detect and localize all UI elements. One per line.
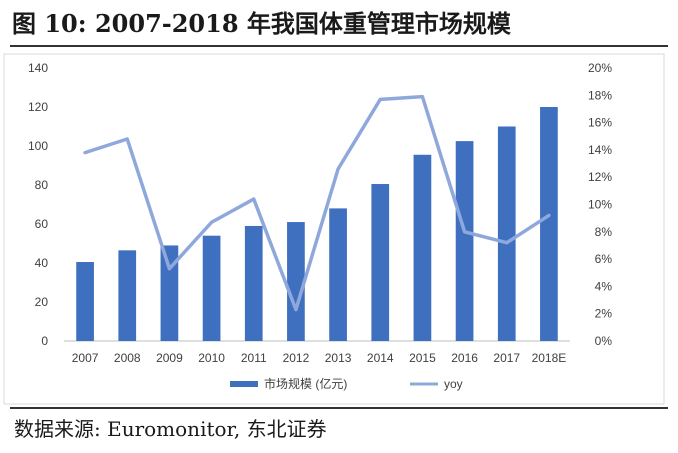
y-right-tick-label: 8% — [595, 225, 613, 239]
yoy-point-2017 — [505, 241, 509, 245]
bar-2012 — [287, 222, 305, 341]
x-tick-label: 2012 — [283, 351, 310, 365]
x-tick-label: 2017 — [493, 351, 520, 365]
x-tick-label: 2008 — [114, 351, 141, 365]
x-tick-label: 2010 — [198, 351, 225, 365]
yoy-point-2018E — [547, 213, 551, 217]
bar-2010 — [202, 235, 221, 341]
legend-label-bar: 市场规模 (亿元) — [264, 376, 347, 391]
chart: 0 20 40 60 80 100 120 140 0% 2% 4% 6% 8% 10% 12% 14% 16%… — [3, 53, 665, 405]
y-right-tick-label: 16% — [588, 116, 612, 130]
yoy-point-2008 — [125, 137, 129, 141]
yoy-point-2014 — [378, 97, 382, 101]
bar-2008 — [118, 250, 137, 341]
y-right-tick-label: 18% — [588, 88, 612, 102]
y-left-tick-label: 100 — [28, 139, 48, 153]
x-tick-label: 2007 — [72, 351, 99, 365]
bar-2017 — [497, 126, 516, 341]
legend-label-line: yoy — [444, 377, 463, 391]
x-tick-label: 2011 — [241, 351, 267, 365]
bar-2013 — [329, 208, 347, 341]
y-right-tick-label: 10% — [588, 198, 612, 212]
yoy-point-2013 — [336, 167, 340, 171]
y-right-tick-label: 12% — [588, 170, 612, 184]
figure-title: 图 10: 2007-2018 年我国体重管理市场规模 — [12, 9, 511, 38]
yoy-line — [83, 94, 551, 312]
y-left-tick-label: 0 — [41, 334, 48, 348]
y-right-tick-label: 0% — [595, 334, 613, 348]
y-right-tick-label: 2% — [595, 307, 613, 321]
yoy-point-2012 — [294, 308, 298, 312]
source-note: 数据来源: Euromonitor, 东北证券 — [14, 417, 327, 441]
yoy-point-2015 — [420, 95, 424, 99]
bar-2016 — [455, 141, 474, 341]
y-right-tick-label: 14% — [588, 143, 612, 157]
x-tick-label: 2009 — [156, 351, 183, 365]
y-right-tick-label: 4% — [595, 279, 613, 293]
yoy-point-2007 — [83, 151, 87, 155]
bar-2018E — [540, 107, 558, 341]
yoy-point-2011 — [252, 197, 256, 201]
plot-area: 0 20 40 60 80 100 120 140 0% 2% 4% 6% 8% 10% 12% 14% 16%… — [28, 61, 612, 365]
x-tick-label: 2015 — [409, 351, 436, 365]
y-left-tick-label: 140 — [28, 61, 48, 75]
bar-2009 — [160, 245, 179, 341]
legend: 市场规模 (亿元) yoy — [230, 376, 463, 391]
legend-swatch-bar — [230, 381, 258, 387]
x-tick-label: 2014 — [367, 351, 394, 365]
bottom-rule — [10, 407, 668, 409]
y-right-tick-label: 20% — [588, 61, 612, 75]
bar-2015 — [413, 154, 432, 341]
y-right-tick-label: 6% — [595, 252, 613, 266]
x-tick-label: 2016 — [451, 351, 478, 365]
x-tick-label: 2013 — [325, 351, 352, 365]
y-left-tick-label: 20 — [35, 295, 49, 309]
top-rule — [10, 45, 668, 47]
y-left-tick-label: 60 — [35, 217, 49, 231]
yoy-point-2010 — [210, 220, 214, 224]
bar-2011 — [244, 225, 263, 341]
x-tick-label: 2018E — [532, 351, 567, 365]
yoy-point-2016 — [463, 230, 467, 234]
bar-2007 — [76, 262, 94, 341]
y-left-tick-label: 40 — [35, 256, 49, 270]
y-left-tick-label: 120 — [28, 100, 48, 114]
bar-2014 — [371, 184, 390, 341]
y-left-tick-label: 80 — [35, 178, 49, 192]
yoy-point-2009 — [167, 267, 171, 271]
